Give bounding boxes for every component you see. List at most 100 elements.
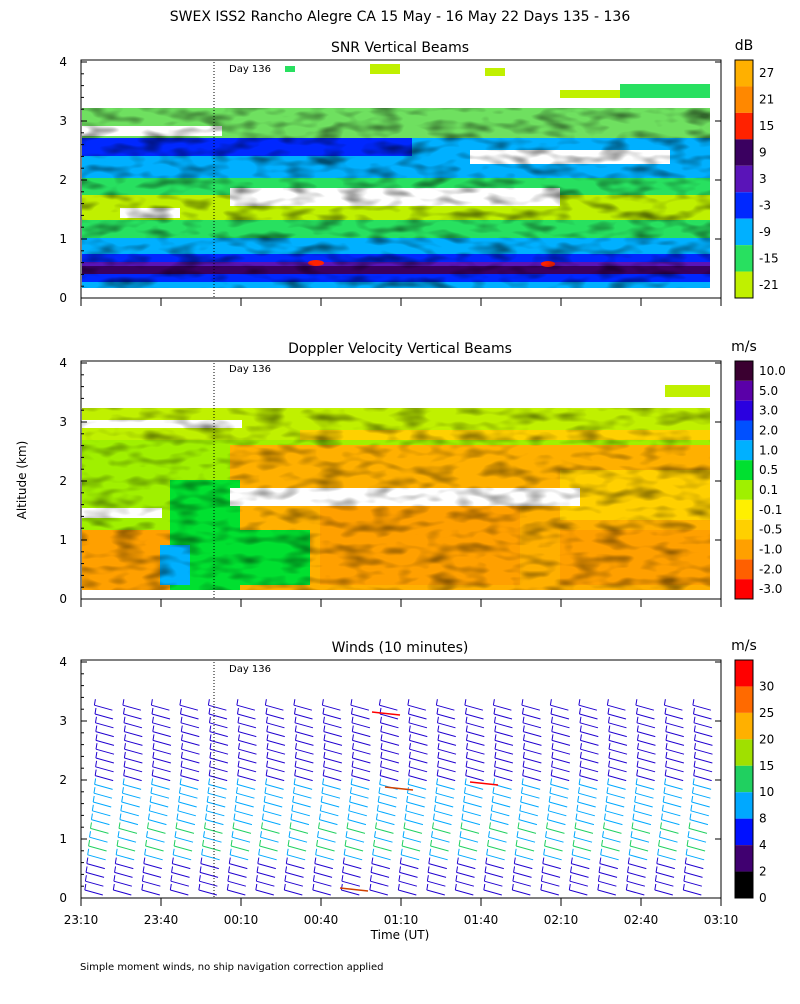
- wind-barb-129: [151, 707, 154, 715]
- wind-barb-637: [491, 795, 494, 803]
- wind-barb-598: [465, 775, 484, 782]
- wind-barb-761: [573, 831, 576, 838]
- wind-barb-483: [378, 699, 381, 706]
- wind-barb-671: [515, 839, 518, 847]
- wind-barb-333: [293, 778, 296, 785]
- doppler-speckle: [82, 408, 710, 590]
- wind-barb-899: [661, 804, 664, 811]
- wind-barb-255: [237, 734, 240, 741]
- wind-barb-770: [578, 792, 597, 799]
- wind-barb-397: [340, 883, 343, 891]
- wind-barb-597: [464, 778, 467, 785]
- wind-barb-716: [545, 836, 564, 843]
- wind-barb-570: [436, 704, 455, 711]
- wind-barb-470: [380, 757, 400, 764]
- wind-barb-846: [629, 845, 649, 852]
- wind-barb-138: [172, 863, 191, 870]
- wind-barb-98: [145, 845, 164, 852]
- wind-barb-87: [122, 699, 125, 706]
- snr-day-label: Day 136: [229, 64, 271, 75]
- wind-barb-155: [178, 787, 181, 794]
- wind-barb-631: [488, 822, 491, 829]
- wind-barb-775: [579, 769, 582, 776]
- wind-barb-121: [152, 743, 155, 750]
- wind-barb-28: [95, 766, 114, 773]
- wind-barb-608: [466, 731, 485, 738]
- wind-barb-844: [629, 854, 648, 861]
- wind-barb-238: [234, 810, 253, 817]
- wind-barb-5: [85, 866, 88, 873]
- wind-barb-332: [293, 783, 313, 790]
- wind-barb-915: [665, 734, 668, 741]
- wind-barb-442: [370, 880, 389, 887]
- colorbar-swatch-2-7: [735, 845, 753, 872]
- wind-barb-548: [435, 801, 454, 808]
- wind-barb-249: [237, 760, 240, 767]
- wind-barb-200: [208, 783, 227, 790]
- wind-barb-749: [568, 883, 571, 891]
- wind-barb-411: [346, 822, 349, 829]
- wind-barb-334: [294, 775, 313, 782]
- wind-barb-313: [285, 866, 288, 873]
- wind-barb-568: [436, 713, 456, 720]
- wind-barb-39: [94, 716, 97, 723]
- wind-barb-488: [399, 871, 418, 878]
- wind-barb-955: [693, 751, 696, 759]
- wind-barb-438: [350, 704, 370, 711]
- wind-barb-747: [549, 699, 552, 706]
- wind-barb-235: [232, 822, 235, 829]
- colorbar-swatch-2-2: [735, 712, 753, 740]
- wind-barb-882: [655, 880, 674, 887]
- wind-barb-693: [522, 743, 525, 750]
- wind-barb-803: [601, 839, 604, 847]
- wind-barb-812: [606, 801, 625, 808]
- colorbar-label-2-0: 30: [759, 679, 774, 693]
- colorbar-label-2-5: 8: [759, 812, 767, 826]
- colorbar-label-2-1: 25: [759, 706, 774, 720]
- wind-barb-404: [344, 854, 363, 861]
- wind-barb-790: [578, 704, 598, 711]
- wind-barb-83: [123, 716, 126, 723]
- wind-barb-143: [173, 839, 176, 847]
- wind-barb-603: [465, 751, 468, 759]
- winds-day-label: Day 136: [229, 664, 271, 675]
- wind-barb-829: [608, 725, 611, 732]
- wind-barb-587: [460, 822, 463, 829]
- wind-barb-479: [379, 716, 382, 723]
- wind-barb-730: [551, 775, 570, 782]
- colorbar-label-2-6: 4: [759, 838, 767, 852]
- wind-barb-353: [312, 883, 315, 891]
- wind-barb-314: [286, 863, 305, 870]
- wind-barb-960: [694, 731, 713, 738]
- wind-barb-590: [462, 810, 481, 817]
- wind-barb-837: [625, 883, 628, 891]
- wind-barb-fast-3: [371, 711, 401, 716]
- wind-barb-861: [635, 778, 638, 785]
- wind-barb-484: [398, 889, 417, 896]
- wind-barb-894: [660, 827, 679, 834]
- wind-barb-721: [546, 813, 549, 820]
- wind-barb-50: [115, 863, 134, 870]
- wind-barb-383: [323, 751, 326, 759]
- wind-barb-564: [437, 731, 456, 738]
- wind-barb-67: [121, 787, 124, 794]
- colorbar-swatch-2-5: [735, 792, 753, 819]
- wind-barb-135: [170, 875, 173, 882]
- wind-barb-585: [459, 831, 462, 838]
- wind-barb-350: [293, 704, 313, 711]
- wind-barb-493: [400, 848, 403, 855]
- wind-barb-433: [351, 725, 354, 732]
- wind-barb-936: [687, 836, 707, 843]
- wind-barb-241: [235, 795, 238, 803]
- wind-barb-575: [455, 875, 458, 882]
- wind-barb-167: [180, 734, 183, 741]
- snr-panel: SNR Vertical Beams: [80, 40, 722, 299]
- wind-barb-724: [549, 801, 568, 808]
- wind-barb-46: [113, 880, 133, 887]
- wind-barb-662: [512, 880, 532, 887]
- colorbar-label-1-1: 5.0: [759, 384, 778, 398]
- wind-barb-312: [285, 871, 304, 878]
- doppler-heatmap: [82, 385, 710, 590]
- colorbar-swatch-0-8: [735, 271, 753, 298]
- wind-barb-604: [466, 748, 485, 755]
